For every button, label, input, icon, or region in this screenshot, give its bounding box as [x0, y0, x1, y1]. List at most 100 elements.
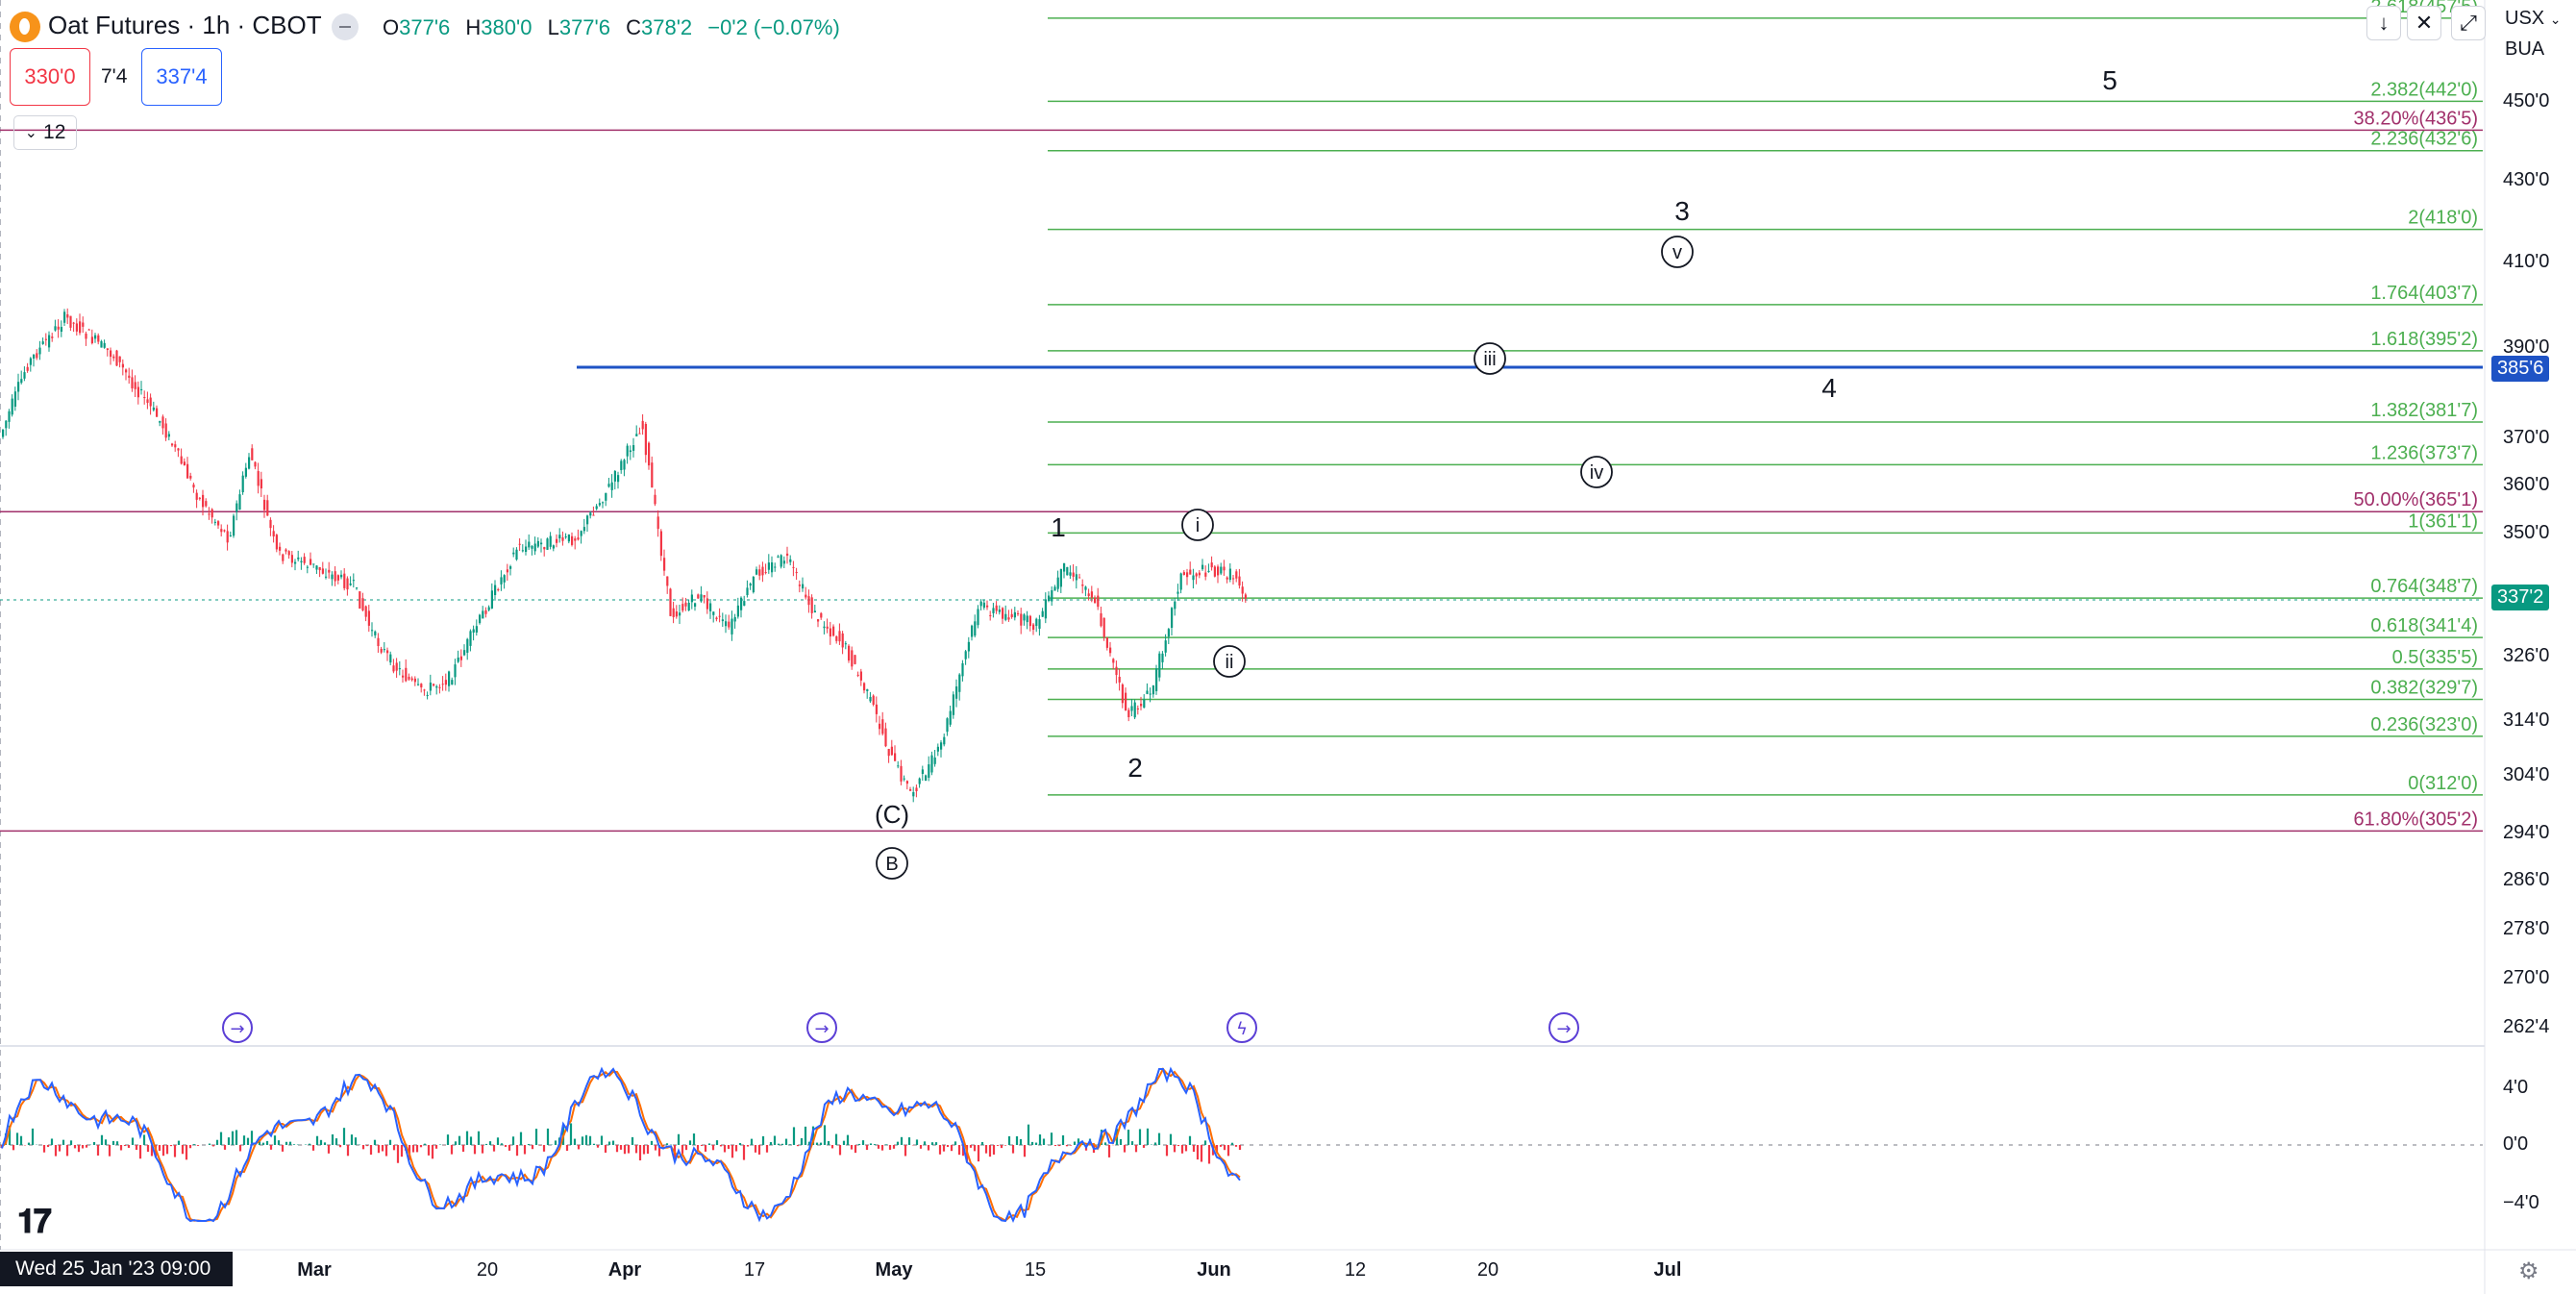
candle-body	[279, 546, 282, 551]
close-icon[interactable]: ✕	[2407, 6, 2441, 40]
candle-body	[851, 650, 854, 667]
candle-body	[469, 631, 472, 646]
candle-body	[567, 534, 570, 542]
wave-circle-wiv[interactable]	[1580, 456, 1613, 488]
candle-body	[1041, 610, 1044, 617]
candle-body	[518, 543, 521, 545]
wave-circle-wv[interactable]	[1661, 236, 1694, 268]
wave-label-wb: B	[885, 854, 898, 875]
buy-button[interactable]: 337'4	[141, 48, 222, 106]
candle-body	[152, 407, 155, 411]
candle-body	[835, 635, 838, 641]
candle-body	[802, 584, 805, 589]
price-tick: 314'0	[2503, 709, 2550, 731]
wave-label-w4[interactable]: 4	[1821, 373, 1837, 403]
candle-body	[44, 338, 47, 340]
candle-body	[703, 595, 706, 598]
osc-tick: −4'0	[2503, 1192, 2539, 1213]
candle-body	[438, 686, 441, 688]
wave-circle-wb[interactable]	[876, 847, 908, 880]
candle-body	[805, 594, 807, 598]
candle-body	[26, 366, 29, 371]
candle-body	[672, 608, 675, 617]
wave-circle-wii[interactable]	[1213, 645, 1246, 678]
candle-body	[1032, 624, 1035, 630]
candle-body	[1038, 619, 1041, 629]
dividend-icon[interactable]	[222, 1012, 253, 1043]
lightning-icon[interactable]	[1226, 1012, 1257, 1043]
minus-icon[interactable]	[332, 13, 359, 40]
wave-label-w3[interactable]: 3	[1674, 196, 1690, 226]
candle-body	[979, 601, 982, 607]
candle-body	[586, 515, 589, 525]
candle-body	[487, 607, 490, 610]
candle-body	[235, 503, 238, 512]
dividend-icon[interactable]	[806, 1012, 837, 1043]
settings-gear-icon[interactable]: ⚙	[2518, 1258, 2539, 1284]
wave-circle-wiii[interactable]	[1474, 342, 1506, 375]
candle-body	[894, 753, 897, 761]
wave-label-w2[interactable]: 2	[1127, 753, 1143, 783]
price-tick: 262'4	[2503, 1016, 2550, 1037]
symbol-title[interactable]: Oat Futures · 1h · CBOT	[48, 11, 322, 39]
fib-level-label: 1(361'1)	[2408, 510, 2478, 532]
candle-body	[23, 372, 26, 379]
candle-body	[1228, 568, 1231, 580]
candle-body	[656, 516, 659, 530]
candle-body	[817, 619, 820, 622]
unit-label[interactable]: BUA	[2505, 38, 2545, 60]
candle-body	[632, 445, 635, 451]
candle-body	[525, 546, 528, 552]
candle-body	[1097, 595, 1100, 608]
low-value: 377'6	[558, 15, 610, 39]
tradingview-logo-icon[interactable]: 𝟏𝟕	[17, 1204, 52, 1240]
candle-body	[389, 654, 392, 663]
retracement-levels[interactable]: 38.20%(436'5) 50.00%(365'1) 61.80%(305'2)	[0, 108, 2483, 833]
candle-body	[482, 610, 484, 619]
candle-body	[202, 494, 205, 508]
candle-body	[484, 610, 487, 614]
wave-label-w1[interactable]: 1	[1051, 512, 1066, 542]
candle-body	[1078, 577, 1081, 579]
event-markers[interactable]: → → ϟ →	[222, 1012, 1579, 1043]
candle-body	[961, 662, 964, 677]
fullscreen-icon[interactable]: ⤢	[2451, 6, 2486, 40]
wave-circle-wi[interactable]	[1181, 509, 1214, 541]
candle-body	[736, 605, 739, 617]
candle-body	[838, 631, 841, 642]
candle-body	[1201, 564, 1204, 570]
fibonacci-extension[interactable]: 2.618(457'5)2.382(442'0)2.236(432'6)2(41…	[1048, 0, 2483, 796]
candle-body	[315, 565, 318, 570]
dividend-icon[interactable]	[1548, 1012, 1579, 1043]
resistance-line[interactable]	[0, 365, 2483, 601]
candle-body	[213, 521, 216, 523]
candle-body	[192, 485, 195, 488]
candle-body	[1013, 611, 1016, 618]
candle-body	[690, 594, 693, 603]
currency-selector[interactable]: USX ⌄	[2505, 8, 2562, 29]
candle-body	[1130, 706, 1133, 711]
fib-level-label: 1.618(395'2)	[2370, 329, 2478, 350]
candle-body	[405, 667, 408, 682]
high-value: 380'0	[481, 15, 533, 39]
wave-label-wc[interactable]: (C)	[875, 800, 909, 829]
download-arrow-icon[interactable]: ↓	[2366, 6, 2401, 40]
candle-body	[503, 575, 506, 583]
candle-body	[1171, 608, 1174, 628]
candle-body	[986, 605, 989, 608]
candle-body	[546, 538, 549, 550]
indicators-toggle[interactable]: ⌄ 12	[13, 115, 77, 150]
candle-body	[731, 618, 733, 635]
candle-body	[859, 671, 862, 681]
wave-label-w5[interactable]: 5	[2102, 65, 2118, 95]
candle-body	[171, 443, 174, 446]
candle-body	[915, 787, 918, 792]
candle-body	[420, 684, 423, 688]
fib-level-label: 1.236(373'7)	[2370, 442, 2478, 463]
sell-button[interactable]: 330'0	[10, 48, 90, 106]
price-tick: 294'0	[2503, 822, 2550, 843]
indicators-count: 12	[43, 121, 66, 143]
